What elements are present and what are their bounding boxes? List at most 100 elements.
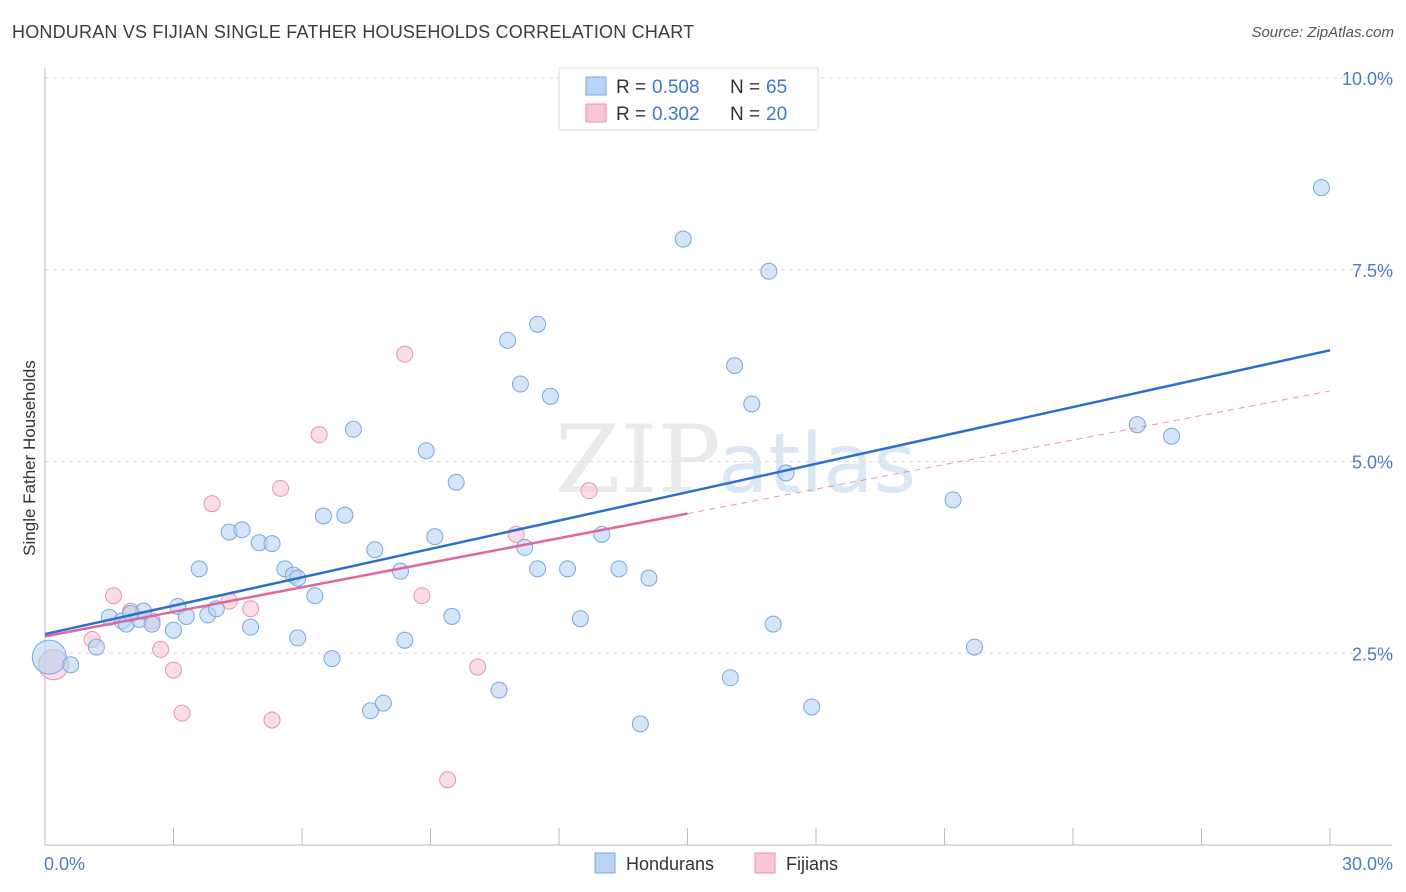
fijian-point [173, 704, 191, 722]
fijian-point [439, 771, 457, 789]
hondurans-trend-line [44, 349, 1331, 636]
honduran-point [944, 491, 962, 509]
axes [44, 68, 1392, 846]
honduran-point [631, 715, 649, 733]
honduran-point [344, 420, 362, 438]
y-tick-label: 7.5% [1352, 261, 1393, 281]
honduran-point [743, 395, 761, 413]
bottom-legend-swatch-fijians [754, 852, 776, 874]
honduran-point [726, 357, 744, 375]
bottom-legend: Hondurans Fijians [594, 852, 838, 874]
y-axis-label: Single Father Households [20, 360, 39, 556]
honduran-point [374, 694, 392, 712]
source-label: Source: ZipAtlas.com [1251, 24, 1394, 41]
honduran-point [165, 621, 182, 639]
honduran-point [764, 615, 782, 633]
y-tick-label: 5.0% [1352, 453, 1393, 473]
honduran-point [447, 473, 465, 491]
fijian-point [242, 600, 260, 618]
honduran-point [674, 230, 692, 248]
watermark-zip: ZIP [555, 406, 721, 515]
fijian-point [396, 345, 414, 363]
honduran-point [541, 387, 559, 405]
fijian-point [165, 661, 182, 679]
honduran-point [87, 638, 105, 656]
honduran-point [233, 521, 251, 539]
honduran-point [760, 262, 778, 280]
honduran-point [529, 560, 547, 578]
legend-swatch-fijians [585, 103, 607, 123]
fijian-point [203, 495, 221, 513]
honduran-point [62, 656, 80, 674]
honduran-point [516, 538, 534, 556]
y-tick-labels: 2.5% 5.0% 7.5% 10.0% [1342, 69, 1393, 664]
gridlines [45, 77, 1392, 654]
bottom-legend-fijians: Fijians [786, 854, 838, 874]
honduran-point [314, 507, 332, 525]
fijian-point [310, 426, 328, 444]
bottom-legend-hondurans: Hondurans [626, 854, 714, 874]
honduran-point [610, 560, 628, 578]
trend-lines [44, 349, 1331, 638]
watermark: ZIP atlas [555, 406, 916, 515]
honduran-point [190, 560, 208, 578]
x-tick-label: 30.0% [1342, 854, 1393, 874]
honduran-point [443, 607, 461, 625]
honduran-point [31, 639, 67, 675]
fijian-point [152, 640, 170, 658]
fijian-point [413, 587, 431, 605]
chart-title: HONDURAN VS FIJIAN SINGLE FATHER HOUSEHO… [12, 22, 695, 42]
legend-swatch-hondurans [585, 76, 607, 96]
legend-n-label: N = [730, 77, 760, 98]
honduran-point [336, 506, 354, 524]
honduran-point [242, 618, 260, 636]
honduran-point [417, 442, 435, 460]
honduran-point [490, 681, 508, 699]
x-tick-labels: 0.0% 30.0% [44, 854, 1393, 874]
x-tick-label: 0.0% [44, 854, 85, 874]
honduran-point [289, 629, 307, 647]
honduran-point [396, 631, 414, 649]
honduran-point [529, 315, 547, 333]
fijian-point [105, 587, 123, 605]
honduran-point [143, 615, 161, 633]
fijian-point [580, 482, 598, 500]
honduran-point [559, 560, 577, 578]
honduran-point [499, 331, 517, 349]
honduran-point [263, 535, 281, 553]
hondurans-points [31, 179, 1330, 733]
legend-r-value-fijians: 0.302 [652, 104, 700, 125]
legend-n-value-fijians: 20 [766, 104, 787, 125]
fijians-trend-line [44, 512, 688, 638]
honduran-point [1163, 427, 1181, 445]
honduran-point [777, 464, 795, 482]
honduran-point [306, 587, 324, 605]
honduran-point [803, 698, 821, 716]
honduran-point [392, 562, 410, 580]
honduran-point [426, 528, 444, 546]
honduran-point [721, 669, 739, 687]
legend-r-value-hondurans: 0.508 [652, 77, 700, 98]
honduran-point [323, 650, 341, 668]
legend-r-label: R = [616, 77, 646, 98]
bottom-legend-swatch-hondurans [594, 852, 616, 874]
honduran-point [1128, 416, 1146, 434]
fijian-point [263, 711, 281, 729]
fijian-point [272, 479, 290, 497]
honduran-point [366, 541, 384, 559]
fijians-points [38, 345, 598, 789]
y-tick-label: 10.0% [1342, 69, 1393, 89]
legend-n-value-hondurans: 65 [766, 77, 787, 98]
honduran-point [362, 702, 380, 720]
legend-box: R = 0.508 N = 65 R = 0.302 N = 20 [558, 67, 819, 131]
honduran-point [571, 610, 589, 628]
legend-n-label: N = [730, 104, 760, 125]
y-tick-label: 2.5% [1352, 644, 1393, 664]
honduran-point [1312, 179, 1330, 197]
fijian-point [469, 658, 487, 676]
honduran-point [965, 638, 983, 656]
legend-r-label: R = [616, 104, 646, 125]
honduran-point [511, 375, 529, 393]
honduran-point [640, 569, 658, 587]
